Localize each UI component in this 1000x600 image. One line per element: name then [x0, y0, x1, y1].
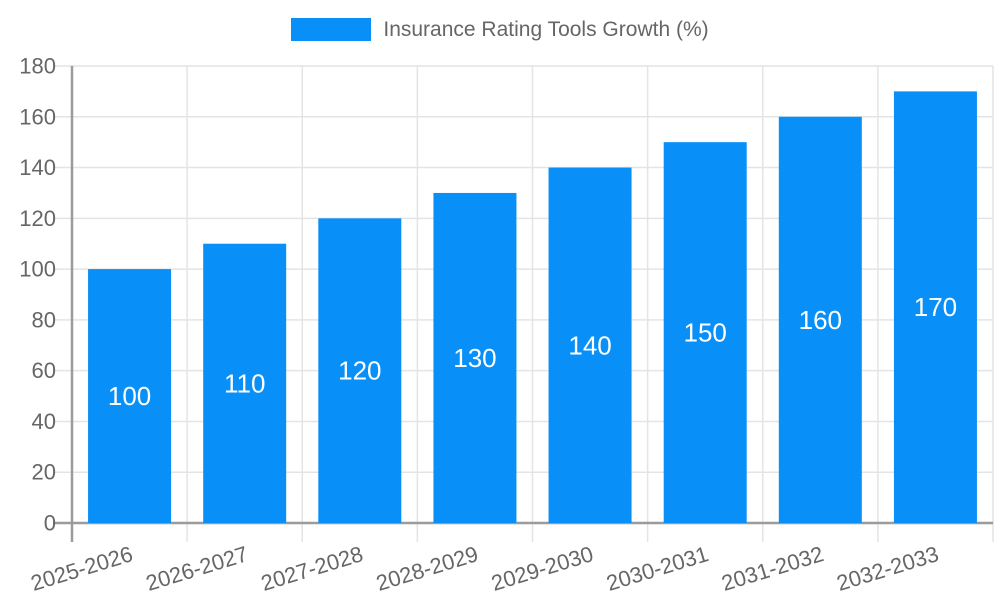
x-tick-label: 2026-2027	[143, 541, 251, 596]
bar[interactable]	[663, 142, 747, 523]
y-tick-label: 20	[32, 460, 56, 485]
y-tick-label: 60	[32, 358, 56, 383]
legend-label: Insurance Rating Tools Growth (%)	[383, 18, 709, 41]
bar[interactable]	[548, 167, 632, 524]
x-tick-label: 2027-2028	[258, 541, 366, 596]
bar-value-label: 140	[568, 330, 611, 360]
x-tick-label: 2030-2031	[603, 541, 711, 596]
bar[interactable]	[203, 243, 287, 523]
bar[interactable]	[778, 116, 862, 524]
x-tick-label: 2031-2032	[719, 541, 827, 596]
bar[interactable]	[893, 91, 977, 523]
chart-legend[interactable]: Insurance Rating Tools Growth (%)	[0, 18, 1000, 41]
y-tick-label: 40	[32, 409, 56, 434]
legend-swatch	[291, 18, 372, 41]
y-tick-label: 100	[19, 257, 56, 282]
bar[interactable]	[433, 192, 517, 523]
bar[interactable]	[318, 218, 402, 524]
x-tick-label: 2028-2029	[373, 541, 481, 596]
bar-value-label: 110	[224, 368, 265, 398]
x-tick-label: 2029-2030	[488, 541, 596, 596]
y-tick-label: 180	[19, 54, 56, 79]
y-tick-label: 140	[19, 155, 56, 180]
y-tick-label: 80	[32, 307, 56, 332]
bar-value-label: 150	[683, 318, 726, 348]
x-tick-label: 2032-2033	[834, 541, 942, 596]
bar-value-label: 100	[108, 381, 151, 411]
bar-value-label: 160	[799, 305, 842, 335]
bar-value-label: 130	[453, 343, 496, 373]
bar[interactable]	[88, 269, 172, 523]
bar-value-label: 170	[914, 292, 957, 322]
bar-value-label: 120	[338, 356, 381, 386]
y-tick-label: 120	[19, 206, 56, 231]
y-tick-label: 160	[19, 104, 56, 129]
x-tick-label: 2025-2026	[28, 541, 136, 596]
y-tick-label: 0	[44, 511, 56, 536]
